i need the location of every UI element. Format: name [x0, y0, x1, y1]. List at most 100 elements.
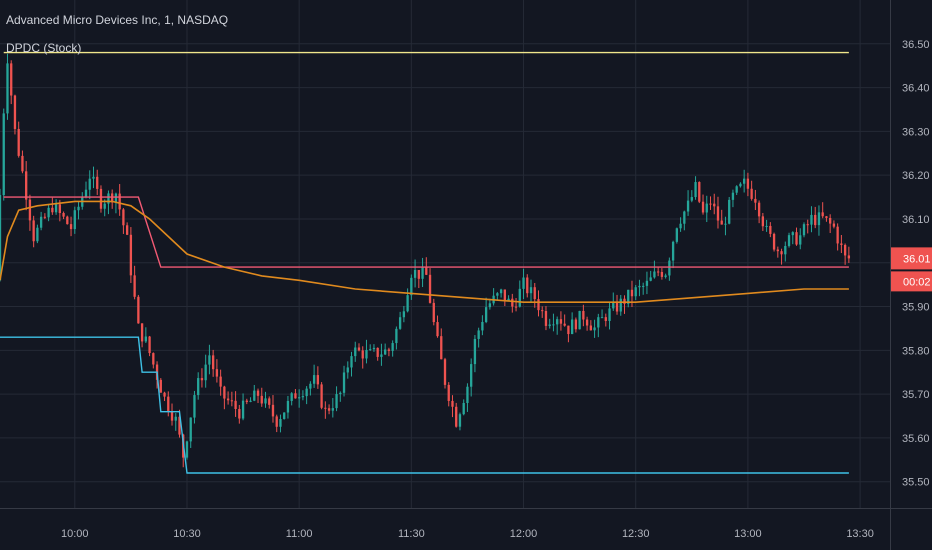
lower-band-line: [0, 336, 849, 474]
candle-down: [324, 407, 327, 409]
candle-down: [698, 182, 701, 202]
candle-down: [260, 395, 263, 404]
candle-up: [253, 390, 256, 401]
y-tick-label: 36.50: [902, 39, 930, 51]
candle-up: [391, 343, 394, 351]
candle-down: [503, 289, 506, 302]
bar-countdown-value: 00:02: [903, 276, 931, 288]
candle-up: [290, 393, 293, 401]
y-tick-label: 35.60: [902, 433, 930, 445]
candle-up: [679, 223, 682, 229]
candle-up: [410, 277, 413, 296]
candle-down: [268, 398, 271, 405]
candle-down: [122, 209, 125, 226]
candle-up: [342, 372, 346, 393]
candle-down: [440, 336, 443, 360]
candle-up: [671, 241, 675, 261]
candle-down: [746, 178, 750, 189]
x-tick-label: 12:30: [622, 528, 650, 540]
candle-up: [488, 303, 492, 308]
candle-up: [496, 293, 499, 296]
candle-down: [226, 398, 230, 401]
candle-up: [638, 285, 641, 288]
candle-up: [765, 225, 768, 227]
candle-down: [567, 325, 570, 335]
y-tick-label: 36.40: [902, 83, 930, 95]
candle-down: [451, 400, 454, 407]
candle-down: [230, 400, 234, 402]
x-tick-label: 13:30: [846, 528, 874, 540]
candle-down: [750, 188, 753, 199]
candle-down: [795, 232, 798, 245]
candle-down: [780, 251, 783, 255]
candle-up: [619, 298, 622, 312]
candle-down: [436, 322, 439, 337]
candle-up: [735, 186, 738, 193]
candle-up: [690, 197, 693, 201]
candle-down: [533, 287, 536, 300]
candle-down: [821, 212, 824, 217]
candle-up: [458, 414, 462, 427]
candle-down: [428, 274, 432, 303]
candle-up: [608, 308, 611, 321]
candle-down: [701, 201, 705, 213]
symbol-title[interactable]: Advanced Micro Devices Inc, 1, NASDAQ: [6, 13, 229, 27]
candle-down: [761, 216, 765, 227]
candle-up: [548, 324, 551, 326]
candle-up: [675, 228, 679, 242]
candle-up: [144, 336, 147, 342]
candle-down: [129, 234, 133, 276]
candle-down: [443, 359, 447, 385]
candle-down: [99, 188, 103, 209]
candle-down: [256, 390, 260, 396]
candle-up: [339, 392, 342, 395]
last-price-tag[interactable]: [891, 247, 932, 270]
candle-down: [716, 206, 720, 221]
candle-down: [630, 289, 634, 297]
candle-down: [656, 271, 660, 273]
candle-down: [245, 400, 248, 402]
candle-down: [118, 193, 121, 210]
candle-up: [0, 195, 2, 281]
candle-up: [331, 408, 334, 411]
candle-down: [62, 213, 65, 217]
candle-up: [556, 319, 559, 325]
candle-down: [316, 375, 320, 385]
candle-up: [84, 189, 88, 197]
candle-down: [455, 406, 458, 427]
vwap-line: [0, 200, 849, 303]
candle-up: [784, 245, 787, 255]
candle-up: [731, 192, 735, 200]
candle-up: [597, 317, 600, 328]
candle-up: [787, 235, 791, 246]
y-tick-label: 35.90: [902, 302, 930, 314]
indicator-label[interactable]: DPDC (Stock): [6, 41, 82, 55]
candle-up: [694, 182, 697, 198]
candle-up: [728, 199, 731, 224]
candle-down: [219, 376, 222, 387]
candle-down: [28, 199, 32, 221]
x-tick-label: 11:00: [286, 528, 313, 540]
candle-down: [111, 193, 114, 203]
candle-up: [664, 275, 667, 277]
candle-up: [578, 310, 581, 330]
candle-up: [802, 224, 806, 236]
candle-down: [417, 269, 420, 279]
candle-up: [88, 178, 91, 190]
candle-down: [17, 128, 20, 156]
candle-up: [470, 364, 473, 387]
candle-up: [413, 269, 417, 278]
candle-down: [825, 216, 828, 218]
candle-down: [776, 249, 779, 252]
x-tick-label: 10:30: [173, 528, 201, 540]
x-tick-label: 10:00: [61, 528, 89, 540]
candle-down: [159, 379, 162, 393]
last-price-value: 36.01: [903, 253, 931, 265]
candle-up: [421, 267, 424, 279]
candle-up: [350, 356, 353, 368]
candle-down: [58, 204, 61, 214]
x-tick-label: 11:30: [398, 528, 425, 540]
candle-down: [754, 198, 757, 203]
candle-down: [125, 225, 129, 235]
